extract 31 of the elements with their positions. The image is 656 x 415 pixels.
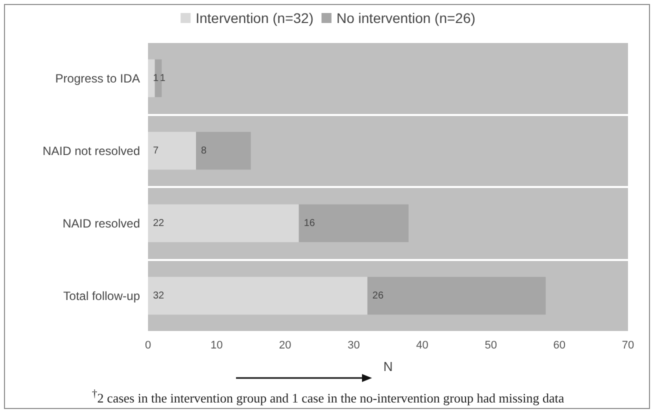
y-tick-label: NAID not resolved: [42, 144, 140, 158]
data-label: 7: [153, 145, 159, 156]
bar: [148, 204, 299, 242]
bar: [298, 204, 409, 242]
x-tick-label: 20: [279, 340, 292, 352]
x-tick-label: 50: [484, 340, 497, 352]
data-label: 8: [201, 145, 207, 156]
x-tick-label: 10: [210, 340, 223, 352]
text: $^{†}$2 cases in the intervention group and 1 case in the no-intervention group had missing data: [90, 388, 566, 406]
y-tick-label: Progress to IDA: [55, 71, 140, 86]
y-tick-label: Total follow-up: [63, 288, 140, 303]
legend-label: No intervention (n=26): [336, 10, 476, 26]
data-label: 32: [153, 290, 165, 302]
bar: [196, 132, 251, 170]
data-label: 22: [153, 218, 165, 229]
bar: [367, 276, 546, 315]
data-label: 26: [372, 290, 384, 302]
x-tick-label: 40: [416, 340, 428, 352]
bar: [148, 59, 155, 98]
data-label: 16: [304, 218, 316, 229]
data-label: 1: [160, 72, 166, 84]
legend-label: Intervention (n=32): [196, 10, 314, 26]
x-tick-label: 0: [144, 340, 152, 352]
bar: [148, 132, 196, 170]
x-tick-label: 70: [622, 340, 634, 352]
x-tick-label: 30: [348, 340, 360, 352]
x-tick-label: 60: [553, 340, 566, 352]
x-axis-title: N: [383, 359, 393, 374]
y-tick-label: NAID resolved: [62, 216, 140, 230]
bar: [148, 276, 368, 315]
data-label: 1: [153, 72, 159, 84]
